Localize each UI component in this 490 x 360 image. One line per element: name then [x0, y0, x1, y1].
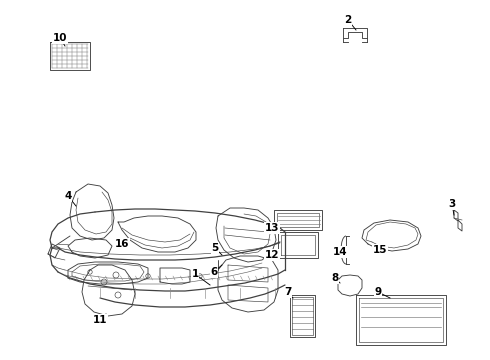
Text: 8: 8	[331, 273, 339, 283]
Text: 7: 7	[284, 287, 292, 297]
Text: 12: 12	[265, 250, 279, 260]
Text: 11: 11	[93, 315, 107, 325]
Text: 9: 9	[374, 287, 382, 297]
Text: 15: 15	[373, 245, 387, 255]
Text: 16: 16	[115, 239, 129, 249]
Text: 3: 3	[448, 199, 456, 209]
Text: 13: 13	[265, 223, 279, 233]
Text: 2: 2	[344, 15, 352, 25]
Text: 14: 14	[333, 247, 347, 257]
Text: 10: 10	[53, 33, 67, 43]
Text: 5: 5	[211, 243, 219, 253]
Text: 4: 4	[64, 191, 72, 201]
Text: 6: 6	[210, 267, 218, 277]
Text: 1: 1	[192, 269, 198, 279]
